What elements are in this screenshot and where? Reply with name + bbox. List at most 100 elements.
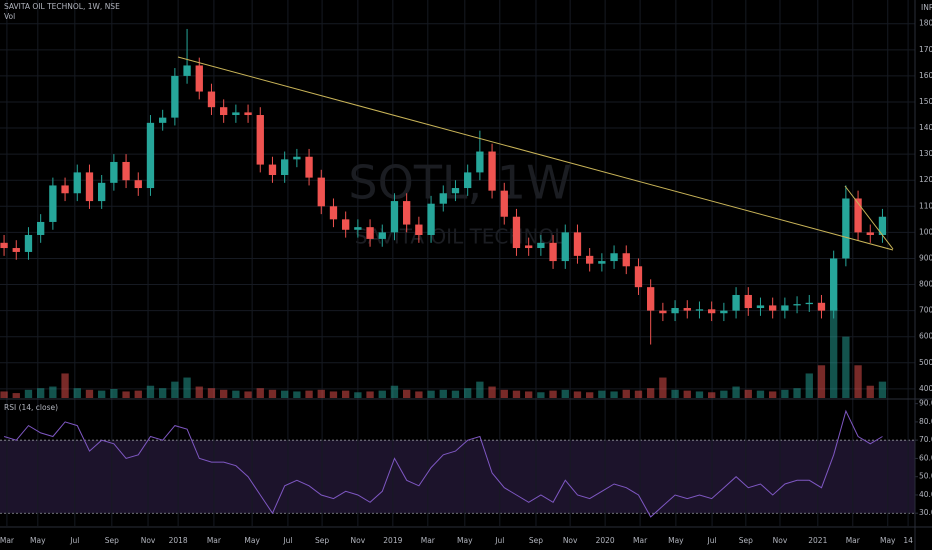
volume-bar — [12, 393, 20, 398]
candle-body — [207, 91, 216, 108]
x-tick-label: Nov — [141, 536, 156, 545]
volume-bar — [159, 388, 167, 398]
currency-label: INR — [921, 3, 932, 12]
candle-body — [427, 203, 435, 235]
candle-body — [85, 172, 94, 202]
candle-body — [695, 309, 704, 311]
candle-body — [403, 201, 411, 225]
volume-bar — [525, 391, 533, 398]
candle-body — [610, 253, 618, 262]
volume-bar — [37, 388, 45, 398]
candle-body — [73, 172, 81, 194]
y-tick-label: 1200.00 — [919, 175, 932, 184]
x-tick-label: Sep — [529, 536, 543, 545]
y-tick-label: 400.00 — [919, 384, 932, 393]
candle-body — [0, 242, 8, 249]
candle-body — [256, 115, 264, 165]
candle-body — [781, 305, 789, 311]
candle-body — [817, 302, 826, 311]
y-tick-label: 900.00 — [919, 253, 932, 262]
y-tick-label: 1600.00 — [919, 71, 932, 80]
x-tick-label: Nov — [563, 536, 578, 545]
candle-body — [281, 159, 289, 176]
volume-bar — [73, 388, 81, 398]
volume-bar — [354, 392, 362, 398]
volume-bar — [500, 389, 508, 398]
volume-bar — [378, 390, 386, 398]
x-tick-label: 2020 — [596, 536, 615, 545]
volume-bar — [183, 377, 191, 398]
x-tick-label: 2021 — [808, 536, 827, 545]
x-tick-label: May — [30, 536, 46, 545]
candle-body — [390, 201, 399, 233]
candle-body — [464, 172, 472, 189]
y-tick-label: 1700.00 — [919, 45, 932, 54]
volume-bar — [683, 390, 691, 398]
candle-body — [586, 255, 594, 264]
volume-bar — [488, 386, 496, 398]
chart-title: SAVITA OIL TECHNOL, 1W, NSE — [4, 2, 120, 11]
volume-bar — [866, 385, 874, 398]
candle-body — [329, 206, 338, 220]
candle-body — [744, 294, 752, 309]
volume-bar — [134, 390, 142, 398]
candle-body — [659, 310, 667, 314]
candle-body — [61, 185, 69, 194]
x-tick-label: 2019 — [383, 536, 402, 545]
candle-body — [451, 188, 460, 194]
candle-body — [878, 216, 887, 235]
x-tick-label: Mar — [0, 536, 15, 545]
watermark-sub: SAVITA OIL TECHNOL — [355, 225, 566, 249]
y-tick-label: 40.00 — [919, 490, 932, 499]
candle-body — [220, 107, 228, 116]
volume-bar — [537, 392, 545, 398]
volume-bar — [549, 390, 557, 398]
candle-body — [122, 161, 130, 181]
rsi-line — [3, 409, 883, 518]
y-tick-label: 70.00 — [919, 435, 932, 444]
volume-bar — [659, 377, 667, 398]
candle-body — [342, 219, 350, 230]
marks-layer — [0, 28, 887, 518]
candle-body — [476, 151, 484, 173]
trend-line — [177, 56, 894, 251]
volume-bar — [0, 391, 8, 398]
candle-body — [769, 305, 777, 311]
candle-body — [268, 164, 277, 176]
volume-bar — [744, 389, 752, 398]
y-tick-label: 600.00 — [919, 332, 932, 341]
volume-bar — [610, 391, 618, 398]
candle-body — [24, 234, 33, 252]
candle-body — [134, 180, 142, 189]
volume-bar — [390, 385, 399, 398]
x-tick-label: Sep — [105, 536, 119, 545]
y-tick-label: 1300.00 — [919, 149, 932, 158]
volume-bar — [573, 391, 582, 398]
candle-body — [525, 245, 533, 249]
volume-bar — [854, 365, 862, 398]
candle-body — [647, 287, 655, 311]
x-tick-label: May — [668, 536, 684, 545]
volume-bar — [756, 390, 765, 398]
volume-bar — [732, 386, 740, 398]
trend-line — [844, 185, 894, 250]
x-tick-label: Mar — [633, 536, 648, 545]
volume-bar — [281, 390, 289, 398]
x-tick-label: Sep — [739, 536, 753, 545]
candle-body — [244, 112, 252, 116]
volume-bar — [476, 381, 484, 398]
volume-bar — [464, 388, 472, 398]
volume-bar — [586, 392, 594, 398]
volume-bar — [171, 381, 179, 398]
candle-body — [732, 294, 740, 311]
y-tick-label: 500.00 — [919, 358, 932, 367]
volume-bar — [451, 390, 460, 398]
volume-bar — [207, 388, 216, 398]
candle-body — [830, 258, 838, 311]
volume-label: Vol — [4, 12, 15, 21]
volume-bar — [98, 390, 106, 398]
x-tick-label: 2018 — [169, 536, 188, 545]
volume-bar — [634, 390, 643, 398]
candle-body — [183, 65, 191, 76]
